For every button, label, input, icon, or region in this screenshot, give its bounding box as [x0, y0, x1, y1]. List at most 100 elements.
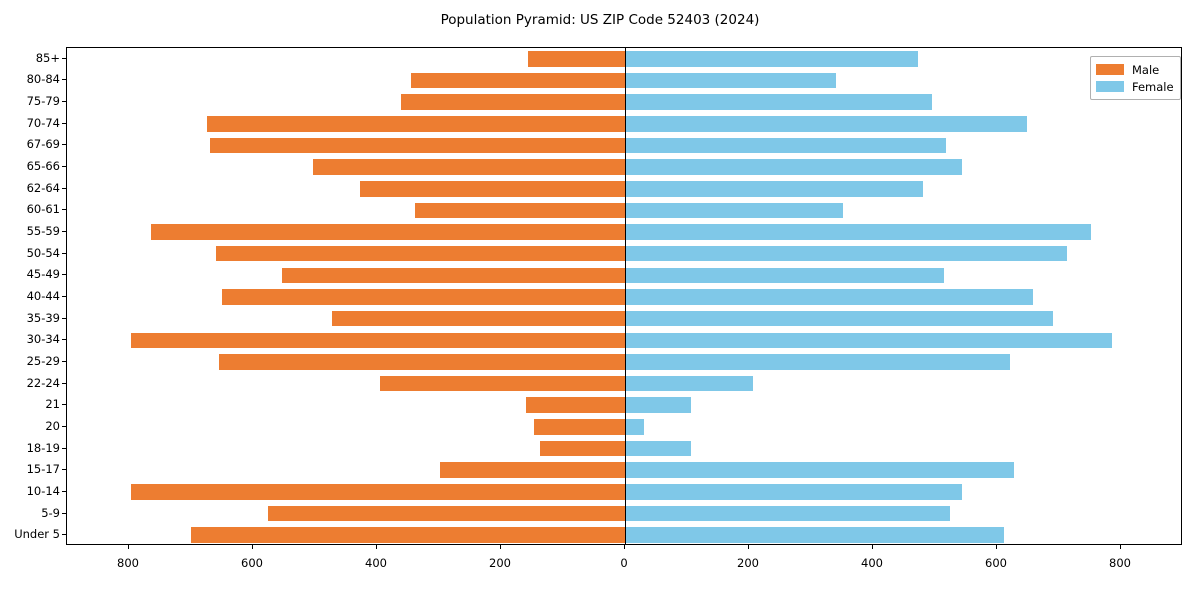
y-axis-tick-mark	[62, 79, 66, 81]
legend-entry[interactable]: Female	[1096, 78, 1174, 95]
female-bar[interactable]	[625, 419, 644, 435]
x-axis-tick-label: 400	[365, 556, 387, 570]
x-axis-tick-mark	[500, 545, 501, 549]
x-axis-tick-label: 600	[241, 556, 263, 570]
female-bar[interactable]	[625, 202, 844, 219]
male-bar[interactable]	[130, 484, 625, 500]
pyramid-row	[67, 224, 1181, 240]
pyramid-row	[67, 397, 1181, 414]
female-bar[interactable]	[625, 51, 919, 67]
pyramid-row	[67, 51, 1181, 67]
male-bar[interactable]	[439, 462, 625, 478]
female-bar[interactable]	[625, 115, 1028, 132]
male-bar[interactable]	[267, 505, 625, 522]
male-bar[interactable]	[191, 527, 625, 543]
pyramid-row	[67, 354, 1181, 370]
x-axis-tick-label: 600	[985, 556, 1007, 570]
male-bar[interactable]	[401, 94, 625, 110]
x-axis-tick-mark	[748, 545, 749, 549]
plot-area	[66, 47, 1182, 545]
male-bar[interactable]	[411, 72, 625, 89]
y-axis-tick-label: 65-66	[26, 159, 60, 174]
y-axis-tick-mark	[62, 360, 66, 362]
y-axis-tick-mark	[62, 447, 66, 449]
male-bar[interactable]	[282, 267, 625, 284]
x-axis-tick-mark	[1120, 545, 1121, 549]
male-bar[interactable]	[359, 180, 625, 197]
female-bar[interactable]	[625, 224, 1092, 240]
female-bar[interactable]	[625, 484, 962, 500]
female-bar[interactable]	[625, 440, 692, 457]
pyramid-row	[67, 505, 1181, 522]
male-bar[interactable]	[218, 354, 625, 370]
chart-legend: Male Female	[1090, 56, 1181, 100]
legend-entry[interactable]: Male	[1096, 61, 1174, 78]
x-axis-tick-mark	[872, 545, 873, 549]
x-axis-tick-label: 200	[737, 556, 759, 570]
zero-axis-line	[625, 48, 626, 544]
female-bar[interactable]	[625, 289, 1033, 305]
male-bar[interactable]	[130, 332, 625, 349]
female-bar[interactable]	[625, 462, 1014, 478]
y-axis-tick-mark	[62, 296, 66, 297]
male-bar[interactable]	[540, 440, 625, 457]
y-axis-tick-label: 85+	[35, 50, 60, 65]
chart-title: Population Pyramid: US ZIP Code 52403 (2…	[440, 12, 760, 28]
female-bar[interactable]	[625, 505, 950, 522]
male-bar[interactable]	[151, 224, 625, 240]
x-axis-tick-label: 800	[117, 556, 139, 570]
female-bar[interactable]	[625, 397, 692, 414]
y-axis-tick-label: 30-34	[26, 332, 60, 347]
female-bar[interactable]	[625, 310, 1054, 327]
pyramid-row	[67, 245, 1181, 262]
female-bar[interactable]	[625, 245, 1068, 262]
pyramid-row	[67, 202, 1181, 219]
legend-label: Female	[1132, 79, 1174, 94]
y-axis-tick-mark	[62, 144, 66, 146]
pyramid-row	[67, 72, 1181, 89]
female-bar[interactable]	[625, 94, 932, 110]
y-axis-tick-label: 62-64	[26, 180, 60, 195]
male-bar[interactable]	[206, 115, 625, 132]
y-axis-tick-mark	[62, 209, 66, 211]
y-axis-tick-mark	[62, 339, 66, 341]
x-axis-tick-mark	[252, 545, 253, 549]
y-axis-tick-label: 80-84	[26, 72, 60, 87]
y-axis-tick-mark	[62, 490, 66, 492]
pyramid-row	[67, 462, 1181, 478]
y-axis-tick-label: 60-61	[26, 202, 60, 217]
female-bar[interactable]	[625, 354, 1011, 370]
female-bar[interactable]	[625, 375, 754, 392]
x-axis-tick-mark	[128, 545, 129, 549]
pyramid-row	[67, 375, 1181, 392]
male-bar[interactable]	[331, 310, 625, 327]
y-axis-tick-label: 55-59	[26, 224, 60, 239]
pyramid-row	[67, 180, 1181, 197]
x-axis-tick-mark	[624, 545, 625, 549]
y-axis-tick-label: 25-29	[26, 353, 60, 368]
male-bar[interactable]	[313, 159, 625, 175]
male-bar[interactable]	[528, 51, 625, 67]
male-bar[interactable]	[209, 137, 625, 154]
pyramid-row	[67, 440, 1181, 457]
male-bar[interactable]	[415, 202, 625, 219]
female-bar[interactable]	[625, 267, 944, 284]
male-bar[interactable]	[534, 419, 625, 435]
y-axis-tick-mark	[62, 404, 66, 406]
pyramid-row	[67, 484, 1181, 500]
female-bar[interactable]	[625, 72, 837, 89]
female-bar[interactable]	[625, 180, 924, 197]
male-bar[interactable]	[525, 397, 625, 414]
x-axis-tick-mark	[376, 545, 377, 549]
male-bar[interactable]	[222, 289, 625, 305]
female-bar[interactable]	[625, 137, 946, 154]
y-axis-tick-mark	[62, 252, 66, 254]
y-axis-tick-mark	[62, 512, 66, 514]
y-axis-tick-label: 50-54	[26, 245, 60, 260]
male-bar[interactable]	[380, 375, 625, 392]
female-bar[interactable]	[625, 527, 1005, 543]
y-axis-tick-mark	[62, 317, 66, 319]
female-bar[interactable]	[625, 159, 962, 175]
female-bar[interactable]	[625, 332, 1113, 349]
male-bar[interactable]	[215, 245, 625, 262]
